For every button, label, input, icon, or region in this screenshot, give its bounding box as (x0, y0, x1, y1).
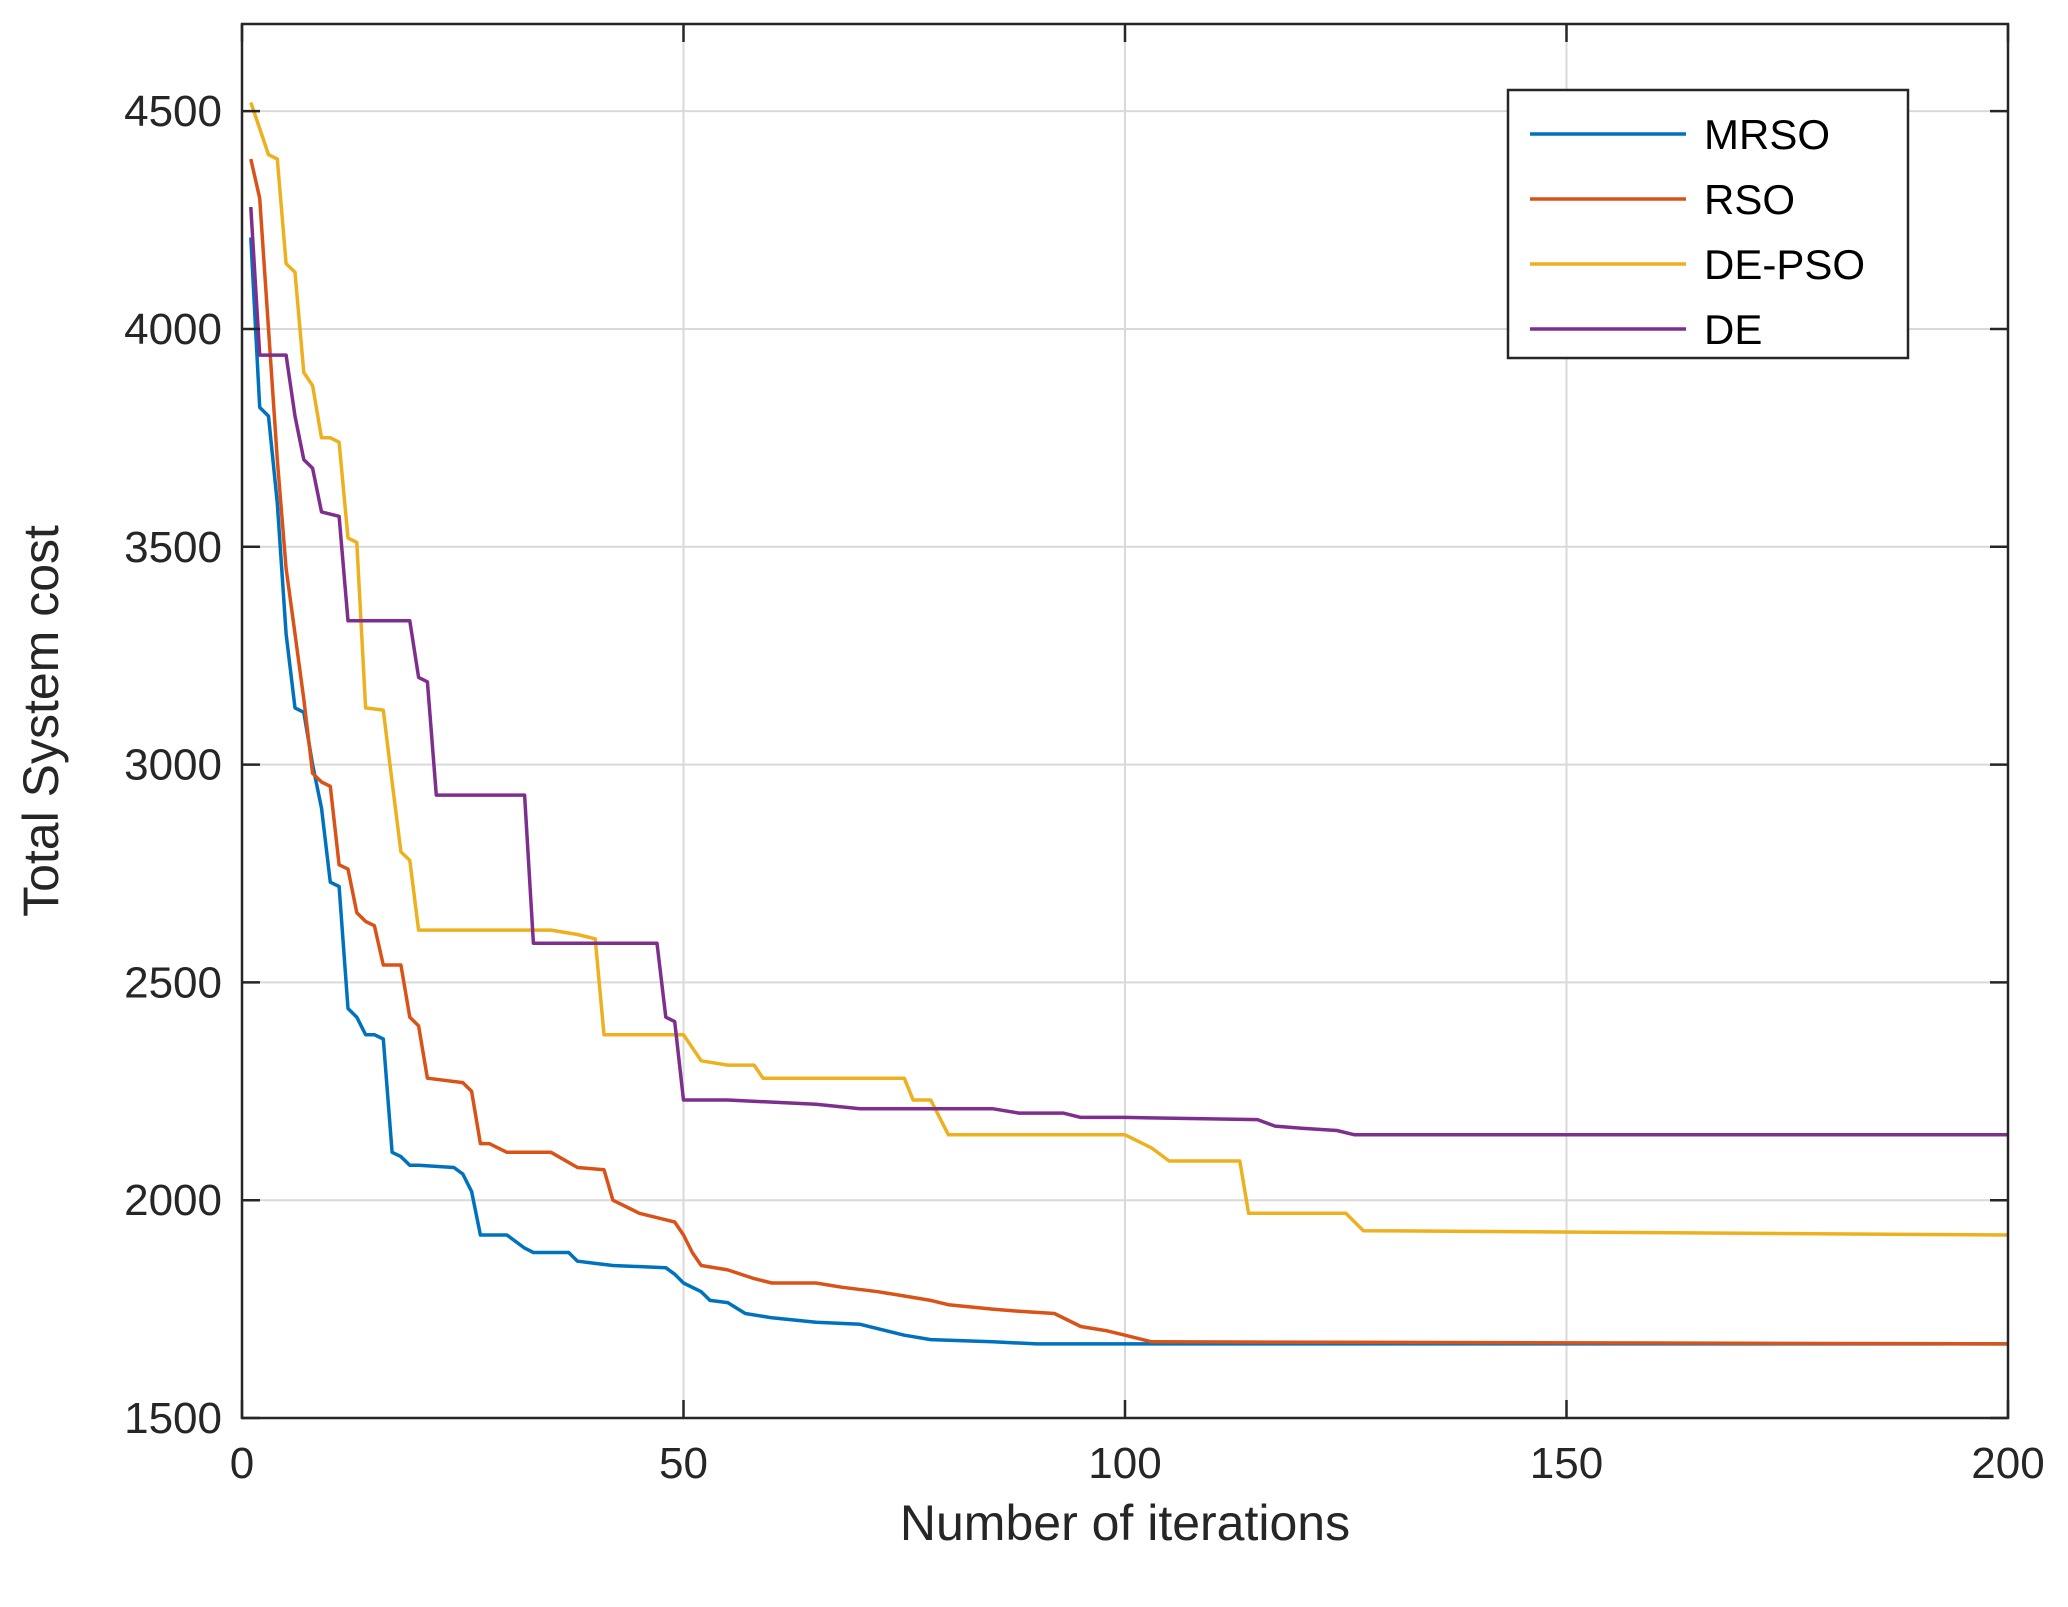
x-tick-label: 200 (1971, 1439, 2044, 1488)
legend-label-de: DE (1704, 306, 1762, 353)
y-tick-label: 2500 (124, 958, 222, 1007)
x-tick-labels: 0 50 100 150 200 (230, 1439, 2045, 1488)
legend-label-mrso: MRSO (1704, 111, 1830, 158)
axis-ticks (240, 24, 2010, 1420)
y-tick-label: 4000 (124, 305, 222, 354)
x-tick-label: 150 (1530, 1439, 1603, 1488)
series-layer (249, 101, 2009, 1346)
legend: MRSO RSO DE-PSO DE (1506, 88, 1910, 360)
y-tick-label: 3500 (124, 523, 222, 572)
y-tick-label: 1500 (124, 1394, 222, 1443)
x-tick-label: 50 (659, 1439, 708, 1488)
y-tick-label: 3000 (124, 741, 222, 790)
legend-label-de-pso: DE-PSO (1704, 241, 1865, 288)
y-tick-labels: 1500 2000 2500 3000 3500 4000 4500 (124, 87, 222, 1443)
y-tick-label: 4500 (124, 87, 222, 136)
x-tick-label: 100 (1088, 1439, 1161, 1488)
x-axis-title: Number of iterations (900, 1495, 1350, 1551)
y-axis-title: Total System cost (13, 525, 69, 917)
series-line-de (249, 206, 2008, 1137)
series-line-mrso (249, 237, 2008, 1346)
x-tick-label: 0 (230, 1439, 254, 1488)
series-line-de-pso (249, 101, 2009, 1237)
legend-label-rso: RSO (1704, 176, 1795, 223)
series-line-rso (249, 158, 2009, 1346)
y-tick-label: 2000 (124, 1176, 222, 1225)
